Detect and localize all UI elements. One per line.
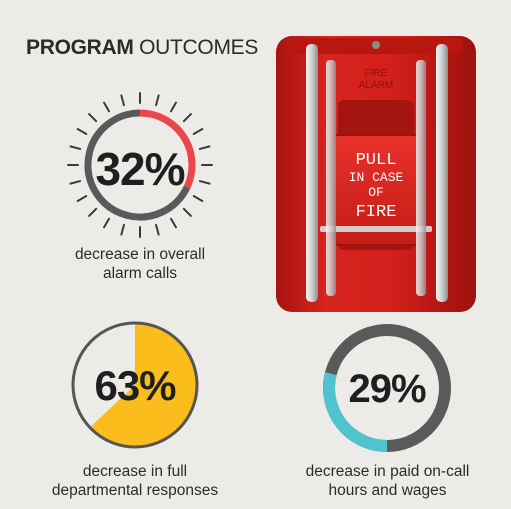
gauge-tick	[69, 145, 82, 150]
gauge-fill	[139, 109, 196, 189]
donut-fill	[323, 372, 388, 452]
gauge-tick	[120, 223, 125, 236]
glass-rod	[320, 226, 432, 232]
metric-value: 32%	[95, 143, 185, 195]
gauge-tick	[170, 101, 177, 113]
handle-label: PULL	[356, 151, 397, 170]
handle-label: IN CASE	[349, 170, 404, 185]
metric-value: 29%	[348, 367, 426, 411]
rail-bar	[416, 60, 426, 296]
caption-line: decrease in full	[82, 463, 188, 480]
gauge-tick	[155, 94, 160, 107]
gauge-tick	[198, 145, 211, 150]
gauge-tick	[182, 207, 192, 217]
metric-caption: decrease in overall alarm calls	[40, 245, 240, 283]
pie-slice	[89, 323, 197, 447]
gauge-tick	[192, 195, 204, 202]
gauge-tick	[155, 223, 160, 236]
handle-label: FIRE	[356, 203, 397, 222]
alarm-screw	[372, 41, 380, 49]
rail-bar	[326, 60, 336, 296]
rail-bar	[436, 44, 448, 302]
metric-on-call-hours: 29%	[320, 321, 454, 455]
pie-gauge	[71, 321, 199, 449]
gauge-tick	[103, 217, 110, 229]
metric-alarm-calls: 32%	[64, 90, 216, 240]
title-light: OUTCOMES	[139, 36, 259, 59]
metric-full-responses: 63%	[70, 320, 200, 450]
tick-ring-gauge	[67, 92, 213, 238]
caption-line: decrease in overall	[74, 246, 206, 263]
title-bold: PROGRAM	[26, 36, 134, 59]
gauge-tick	[103, 101, 110, 113]
rail-bar	[306, 44, 318, 302]
metric-value: 63%	[94, 362, 176, 409]
alarm-top-label: ALARM	[359, 80, 393, 91]
caption-line: decrease in paid on-call	[305, 463, 470, 480]
metric-caption: decrease in paid on-call hours and wages	[285, 462, 490, 500]
gauge-tick	[69, 180, 82, 185]
metric-caption: decrease in full departmental responses	[35, 462, 235, 500]
gauge-tick	[198, 180, 211, 185]
gauge-tick	[88, 207, 98, 217]
caption-line: alarm calls	[102, 265, 178, 282]
donut-gauge	[323, 324, 451, 452]
handle-label: OF	[368, 185, 384, 200]
alarm-top-label: FIRE	[365, 68, 388, 79]
gauge-tick	[76, 195, 88, 202]
gauge-tick	[170, 217, 177, 229]
caption-line: hours and wages	[328, 482, 447, 499]
gauge-tick	[182, 113, 192, 123]
gauge-tick	[192, 128, 204, 135]
pie-outline	[71, 321, 199, 449]
page-title: PROGRAM OUTCOMES	[26, 36, 258, 60]
gauge-tick	[76, 128, 88, 135]
gauge-track	[84, 109, 191, 221]
caption-line: departmental responses	[51, 482, 219, 499]
gauge-tick	[88, 113, 98, 123]
gauge-tick	[120, 94, 125, 107]
fire-alarm-pull-station: FIRE ALARM PULL IN CASE OF FIRE	[276, 36, 476, 312]
